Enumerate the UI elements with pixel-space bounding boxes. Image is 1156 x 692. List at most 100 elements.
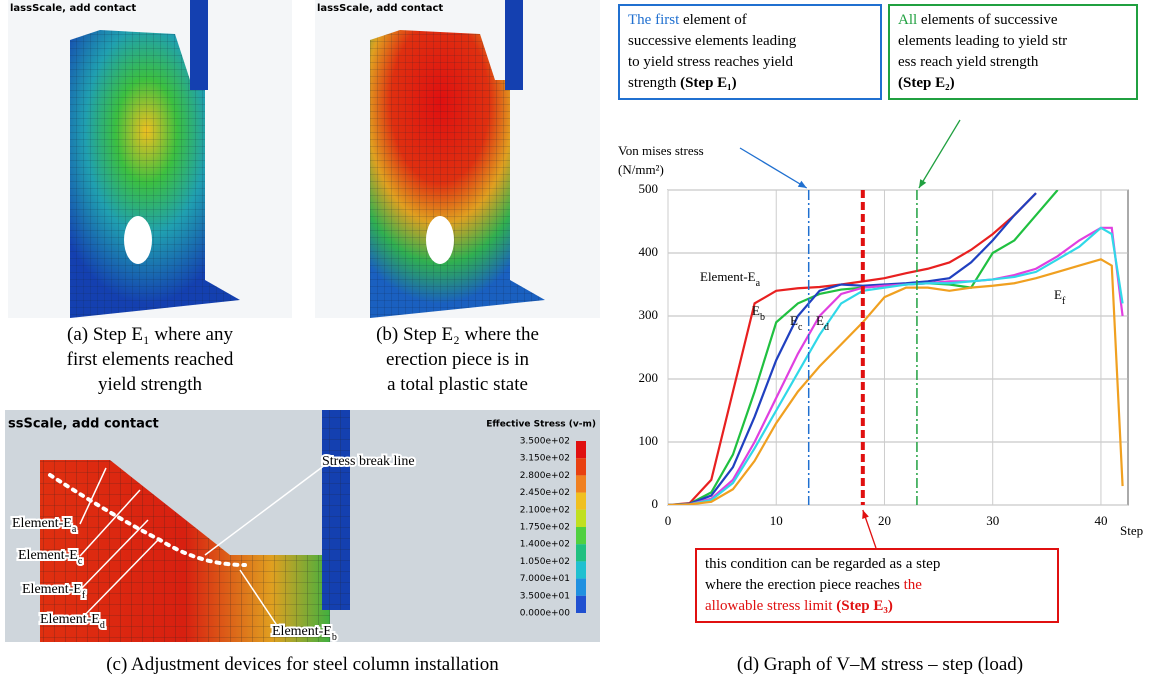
caption-line: erection piece is in xyxy=(386,349,529,370)
image-header: lassScale, add contact xyxy=(10,3,136,14)
curve-label: Element-Ea xyxy=(700,269,761,289)
box-line: to yield stress reaches yield xyxy=(628,54,793,70)
label-sub: f xyxy=(82,590,86,601)
legend-swatch xyxy=(576,458,586,476)
x-tick-label: 40 xyxy=(1094,513,1107,528)
x-tick-label: 30 xyxy=(986,513,999,528)
fea-mesh xyxy=(322,410,350,610)
text-run: element of xyxy=(679,12,747,28)
y-tick-label: 100 xyxy=(639,433,659,448)
stress-break-line xyxy=(48,473,247,567)
text-run: the xyxy=(903,577,922,593)
image-header: ssScale, add contact xyxy=(8,417,159,432)
label-sub: b xyxy=(332,632,337,643)
curve-label: Ef xyxy=(1054,287,1066,307)
label-sub: c xyxy=(78,556,83,567)
series-line xyxy=(668,192,1037,505)
legend-value: 2.450e+02 xyxy=(520,488,570,498)
legend-value: 1.050e+02 xyxy=(520,557,570,567)
label-text: E xyxy=(816,313,824,328)
caption-line: first elements reached xyxy=(66,349,234,370)
legend-swatch xyxy=(576,492,586,510)
box-line: All elements of successive xyxy=(898,10,1128,31)
box-line: strength (Step E₁) xyxy=(628,73,872,94)
element-label: Element-Ea xyxy=(12,516,77,535)
x-tick-label: 20 xyxy=(878,513,891,528)
label-text: Element-E xyxy=(12,516,72,531)
fea-hole xyxy=(426,216,454,264)
arrow-head xyxy=(797,180,807,188)
x-axis-label: Step xyxy=(1120,523,1143,538)
text-run: elements of successive xyxy=(917,12,1058,28)
annotation-box: this condition can be regarded as a step… xyxy=(695,548,1059,623)
label-sub: d xyxy=(100,620,105,631)
label-sub: d xyxy=(824,322,829,333)
annotation-box: All elements of successive elements leadi… xyxy=(888,4,1138,100)
y-tick-label: 500 xyxy=(639,181,659,196)
y-tick-label: 200 xyxy=(639,370,659,385)
caption: (a) Step E₁ where any first elements reac… xyxy=(8,322,292,397)
label-text: Element-E xyxy=(18,548,78,563)
label-text: Element-E xyxy=(700,269,756,284)
x-tick-label: 10 xyxy=(770,513,783,528)
legend-value: 3.500e+01 xyxy=(520,591,570,601)
series-line xyxy=(668,226,1124,505)
text-run: allowable stress limit xyxy=(705,598,837,614)
legend-swatch xyxy=(576,578,586,596)
box-line: this condition can be regarded as a step xyxy=(705,556,941,572)
x-tick-label: 0 xyxy=(665,513,672,528)
legend-swatch xyxy=(576,544,586,562)
y-axis-label: Von mises stress xyxy=(618,143,704,158)
legend-swatch xyxy=(576,509,586,527)
legend-value: 2.800e+02 xyxy=(520,471,570,481)
image-header: lassScale, add contact xyxy=(317,3,443,14)
element-label: Stress break line xyxy=(322,454,415,469)
fea-mesh xyxy=(370,30,545,318)
legend-value: 1.400e+02 xyxy=(520,540,570,550)
box-line: elements leading to yield str xyxy=(898,33,1068,49)
arrow xyxy=(739,147,808,189)
fea-column xyxy=(190,0,208,90)
text-run: The first xyxy=(628,12,680,28)
label-text: E xyxy=(752,303,760,318)
caption-line: (a) Step E₁ where any xyxy=(67,324,233,345)
legend-value: 1.750e+02 xyxy=(520,523,570,533)
box-line: where the erection piece reaches the xyxy=(705,575,1049,596)
element-label: Element-Ed xyxy=(40,612,105,631)
legend-title: Effective Stress (v-m) xyxy=(486,420,596,430)
element-label: Element-Ef xyxy=(22,582,86,601)
curve-label: Ed xyxy=(816,313,829,333)
series-line xyxy=(668,258,1124,505)
label-sub: a xyxy=(72,524,77,535)
series-line xyxy=(668,192,1037,505)
label-text: Stress break line xyxy=(322,454,415,469)
label-sub: a xyxy=(756,278,761,289)
label-text: Element-E xyxy=(22,582,82,597)
curve-label: Ec xyxy=(790,313,803,333)
label-text: Element-E xyxy=(40,612,100,627)
legend-value: 3.500e+02 xyxy=(520,437,570,447)
arrow-head xyxy=(862,510,869,519)
label-sub: b xyxy=(760,312,765,323)
legend-swatch xyxy=(576,441,586,459)
box-line: (Step E₂) xyxy=(898,75,955,91)
caption: (d) Graph of V–M stress – step (load) xyxy=(736,654,1024,675)
caption-line: a total plastic state xyxy=(387,374,528,395)
label-text: Element-E xyxy=(272,624,332,639)
y-axis-label: (N/mm²) xyxy=(618,162,664,177)
fea-hole xyxy=(124,216,152,264)
caption: (b) Step E₂ where the erection piece is i… xyxy=(315,322,600,397)
curve-label: Eb xyxy=(752,303,765,323)
arrow-head xyxy=(918,179,927,188)
element-label: Element-Ec xyxy=(18,548,83,567)
text-run: strength xyxy=(628,75,681,91)
legend-value: 7.000e+01 xyxy=(520,574,570,584)
legend-swatch xyxy=(576,527,586,545)
arrow xyxy=(918,119,961,189)
legend-swatch xyxy=(576,561,586,579)
y-tick-label: 0 xyxy=(652,496,659,511)
fea-column xyxy=(505,0,523,90)
label-sub: f xyxy=(1062,296,1066,307)
y-tick-label: 300 xyxy=(639,307,659,322)
